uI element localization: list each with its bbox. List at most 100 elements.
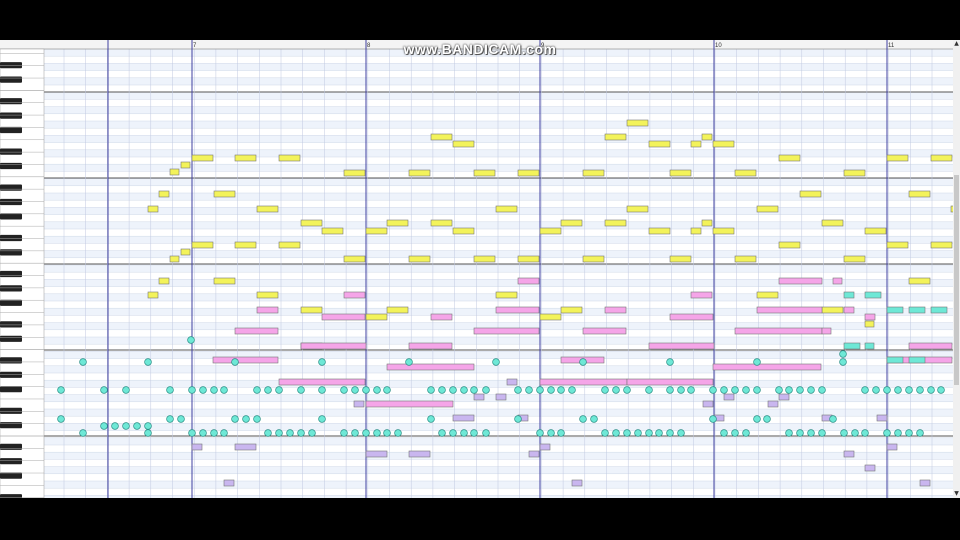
drum-note[interactable] xyxy=(742,386,750,394)
harmony-note[interactable] xyxy=(604,306,627,314)
drum-note[interactable] xyxy=(796,386,804,394)
drum-note[interactable] xyxy=(547,386,555,394)
drum-note[interactable] xyxy=(340,429,348,437)
drum-note[interactable] xyxy=(720,386,728,394)
drum-note[interactable] xyxy=(645,386,653,394)
melody-note[interactable] xyxy=(908,277,931,285)
harmony-note[interactable] xyxy=(212,356,279,364)
melody-note[interactable] xyxy=(473,255,496,263)
melody-note[interactable] xyxy=(234,241,257,249)
melody-note[interactable] xyxy=(495,205,518,213)
melody-note[interactable] xyxy=(690,140,702,148)
bass-note[interactable] xyxy=(571,479,583,487)
black-key[interactable] xyxy=(0,335,22,342)
harmony-note[interactable] xyxy=(626,378,714,386)
drum-note[interactable] xyxy=(753,358,761,366)
melody-note[interactable] xyxy=(734,169,757,177)
melody-note[interactable] xyxy=(843,255,866,263)
melody-note[interactable] xyxy=(343,169,366,177)
melody-note[interactable] xyxy=(408,255,431,263)
harmony-note[interactable] xyxy=(582,327,627,335)
drum-note[interactable] xyxy=(210,386,218,394)
drum-note[interactable] xyxy=(122,422,130,430)
melody-note[interactable] xyxy=(278,241,301,249)
drum-note[interactable] xyxy=(438,386,446,394)
melody-note[interactable] xyxy=(648,227,671,235)
drum-note[interactable] xyxy=(470,386,478,394)
black-key[interactable] xyxy=(0,371,22,378)
melody-note[interactable] xyxy=(712,140,735,148)
drum-note[interactable] xyxy=(829,415,837,423)
harmony-note[interactable] xyxy=(864,313,876,321)
black-key[interactable] xyxy=(0,357,22,364)
drum-note[interactable] xyxy=(785,429,793,437)
drum-note[interactable] xyxy=(568,386,576,394)
drum-note[interactable] xyxy=(210,429,218,437)
drum-note[interactable] xyxy=(807,429,815,437)
drum-note[interactable] xyxy=(872,386,880,394)
drum-note[interactable] xyxy=(482,386,490,394)
bass-note[interactable] xyxy=(408,450,431,458)
black-key[interactable] xyxy=(0,422,22,429)
melody-note[interactable] xyxy=(473,169,496,177)
drum-note[interactable] xyxy=(318,358,326,366)
harmony-note[interactable] xyxy=(832,277,843,285)
drum-note[interactable] xyxy=(308,429,316,437)
drum-note[interactable] xyxy=(231,358,239,366)
drum-note[interactable] xyxy=(861,386,869,394)
melody-note[interactable] xyxy=(701,133,713,141)
melody-note[interactable] xyxy=(452,227,475,235)
drum-note[interactable] xyxy=(253,386,261,394)
black-key[interactable] xyxy=(0,126,22,134)
bass-note[interactable] xyxy=(778,393,790,401)
melody-note[interactable] xyxy=(430,219,453,227)
drum-note[interactable] xyxy=(460,386,468,394)
melody-note[interactable] xyxy=(430,133,453,141)
drum-note[interactable] xyxy=(188,386,196,394)
melody-note[interactable] xyxy=(560,306,583,314)
drum-note[interactable] xyxy=(775,386,783,394)
drum-note[interactable] xyxy=(438,429,446,437)
drum-note[interactable] xyxy=(894,429,902,437)
drum-note[interactable] xyxy=(79,358,87,366)
drum-note[interactable] xyxy=(753,386,761,394)
black-key[interactable] xyxy=(0,458,22,465)
harmony-note[interactable] xyxy=(300,342,367,350)
drum-note[interactable] xyxy=(753,415,761,423)
melody-note[interactable] xyxy=(734,255,757,263)
harmony-note[interactable] xyxy=(408,342,453,350)
harmony-note[interactable] xyxy=(821,327,832,335)
bass-note[interactable] xyxy=(473,393,485,401)
drum-note[interactable] xyxy=(916,429,924,437)
melody-note[interactable] xyxy=(517,169,540,177)
harmony-note[interactable] xyxy=(908,342,953,350)
bass-note[interactable] xyxy=(843,450,855,458)
drum-note[interactable] xyxy=(199,386,207,394)
drum-note[interactable] xyxy=(612,386,620,394)
drum-note[interactable] xyxy=(883,386,891,394)
black-key[interactable] xyxy=(0,249,22,256)
melody-note[interactable] xyxy=(930,241,953,249)
black-key[interactable] xyxy=(0,162,22,170)
drum-note[interactable] xyxy=(394,429,402,437)
bass-note[interactable] xyxy=(886,443,898,451)
drum-note[interactable] xyxy=(187,336,195,344)
drum-note[interactable] xyxy=(894,386,902,394)
bass-note[interactable] xyxy=(876,414,888,422)
drum-note[interactable] xyxy=(731,429,739,437)
harmony-note[interactable] xyxy=(669,313,714,321)
bass-note[interactable] xyxy=(353,400,365,408)
drum-note[interactable] xyxy=(763,415,771,423)
bass-note[interactable] xyxy=(234,443,257,451)
drum-note[interactable] xyxy=(666,386,674,394)
melody-note[interactable] xyxy=(669,255,692,263)
bass-note[interactable] xyxy=(506,378,518,386)
drum-note[interactable] xyxy=(177,415,185,423)
harmony-note[interactable] xyxy=(234,327,279,335)
melody-note[interactable] xyxy=(778,154,801,162)
black-key[interactable] xyxy=(0,407,22,414)
melody-note[interactable] xyxy=(213,190,236,198)
melody-note[interactable] xyxy=(386,306,409,314)
drum-note[interactable] xyxy=(547,429,555,437)
melody-note[interactable] xyxy=(821,219,844,227)
